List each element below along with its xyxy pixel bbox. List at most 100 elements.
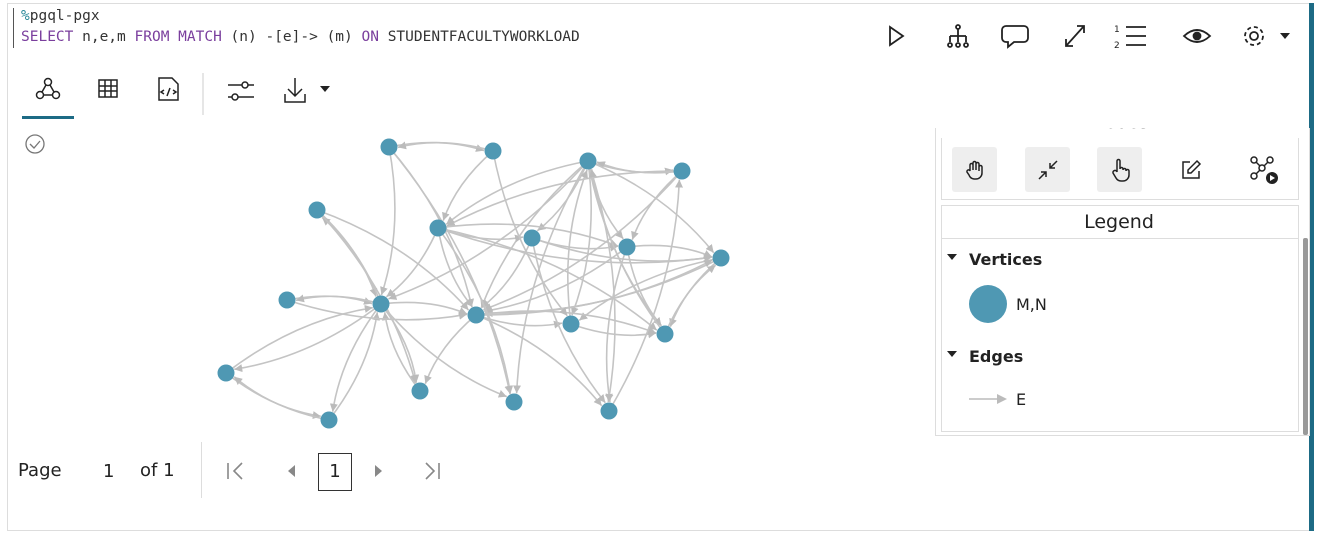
graph-canvas[interactable] [0,0,930,440]
code-token: pgql-pgx [29,8,100,24]
focus-bar [1309,3,1314,531]
graph-edge [388,146,513,395]
graph-vertex[interactable] [380,138,398,156]
legend-box [941,205,1299,432]
settings-button[interactable] [1244,26,1290,46]
graph-edge [531,237,606,404]
fit-mode[interactable] [1025,147,1070,192]
settings-tab[interactable] [228,81,254,101]
graph-edge [225,372,321,420]
collapse-caret[interactable] [946,349,958,359]
expand-button[interactable] [1065,25,1085,47]
prev-page-button[interactable] [288,465,295,477]
collapse-caret[interactable] [946,252,958,262]
graph-edge [587,160,715,254]
graph-vertex[interactable] [579,152,597,170]
graph-edge [437,223,619,248]
graph-edge [484,246,628,314]
graph-vertex[interactable] [320,411,338,429]
edge-swatch [969,394,1007,404]
edges-heading: Edges [969,347,1024,366]
scrollbar [1303,238,1308,435]
graph-edge [286,299,468,321]
graph-edge [608,179,684,412]
comment-button[interactable] [1001,25,1029,49]
graph-edge [380,303,508,398]
current-page: 1 [103,461,115,482]
graph-edge [578,257,722,321]
graph-edge [380,303,420,383]
graph-edge [233,376,330,421]
first-page-button[interactable] [227,462,243,480]
pagination-controls [227,462,440,480]
page-count: of 1 [140,460,175,481]
graph-vertex[interactable] [429,219,447,237]
graph-vertex[interactable] [673,162,691,180]
graph-edge [437,227,658,331]
graph-vertex[interactable] [278,291,296,309]
graph-edge [475,314,603,407]
graph-edge [397,141,494,152]
graph-edge [571,160,592,316]
status-icon [25,134,45,154]
vertex-legend-label: M,N [1016,295,1047,314]
code-token: (n) -[e]-> (m) [221,29,362,45]
graph-edge [483,170,683,311]
graph-vertex[interactable] [467,306,485,324]
edit-mode[interactable] [1168,147,1213,192]
graph-vertex[interactable] [618,238,636,256]
graph-edge [328,312,381,421]
structure-button[interactable] [947,24,969,48]
network-mode[interactable] [1241,147,1286,192]
line-numbers-button[interactable]: 12 [1114,25,1146,51]
graph-vertex[interactable] [600,402,618,420]
graph-edge [424,314,477,385]
graph-vertex[interactable] [411,382,429,400]
page-box[interactable]: 1 [318,453,352,491]
code-token: ON [361,29,379,45]
graph-vertex[interactable] [656,325,674,343]
json-tab[interactable] [158,77,179,101]
code-token: FROM MATCH [134,29,222,45]
svg-text:2: 2 [1114,41,1120,51]
pan-mode[interactable] [952,147,997,192]
graph-edge [316,209,470,311]
last-page-button[interactable] [425,462,440,480]
download-button[interactable] [284,78,330,103]
graph-vertex[interactable] [562,315,580,333]
graph-vertex[interactable] [712,249,730,267]
code-line: %pgql-pgx [21,8,100,24]
graph-edge [295,294,382,305]
modes-box [941,138,1299,200]
graph-vertex[interactable] [372,295,390,313]
graph-edge [587,160,616,403]
graph-edge [492,150,568,317]
next-page-button[interactable] [375,465,382,477]
vertex-swatch [969,285,1007,323]
graph-vertex[interactable] [505,393,523,411]
graph-edge [380,301,468,315]
legend-title: Legend [1084,211,1154,233]
table-tab[interactable] [98,79,118,98]
code-token: STUDENTFACULTYWORKLOAD [378,29,580,45]
graph-edge [445,160,589,225]
graph-vertex[interactable] [217,364,235,382]
graph-vertex[interactable] [484,142,502,160]
graph-edge [480,160,589,309]
graph-edge [234,303,382,373]
graph-edge [604,246,628,403]
edge-legend-label: E [1016,390,1027,409]
graph-vertex[interactable] [523,229,541,247]
select-mode[interactable] [1097,147,1142,192]
view-toolbar [22,73,330,119]
graph-edge [480,237,533,309]
graph-tab[interactable] [35,77,61,100]
cursor-line [13,8,14,48]
separator [201,442,202,498]
graph-edge [388,160,589,300]
graph-vertex[interactable] [308,201,326,219]
visibility-button[interactable] [1182,29,1212,43]
run-button[interactable] [889,25,905,47]
svg-text:1: 1 [1114,25,1120,35]
